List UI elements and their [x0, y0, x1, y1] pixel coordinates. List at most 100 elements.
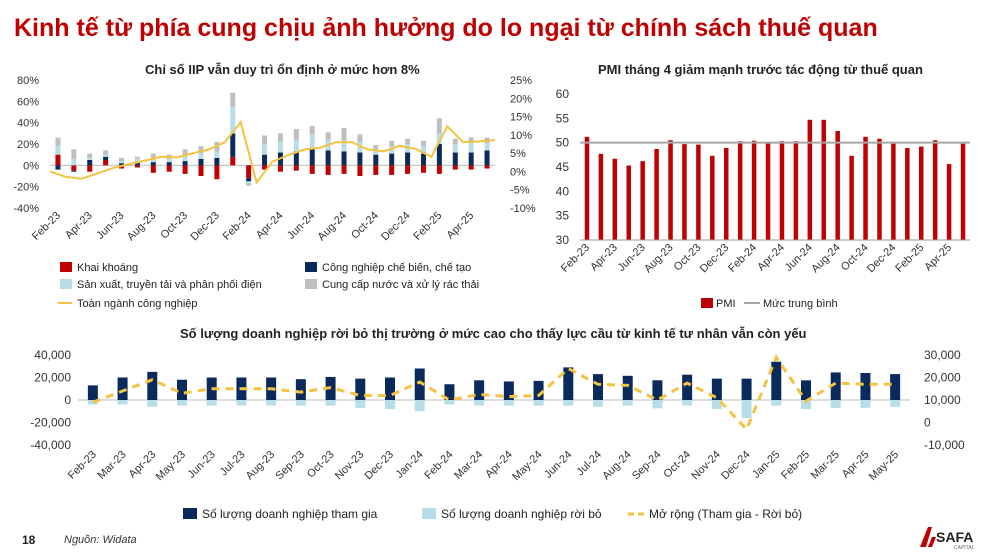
ent-exit-bar — [236, 400, 247, 406]
iip-bar — [389, 146, 395, 154]
iip-bar — [341, 165, 347, 174]
source-note: Nguồn: Widata — [64, 534, 137, 546]
ent-y-left-tick: -20,000 — [30, 416, 71, 430]
ent-x-tick: Mar-24 — [452, 449, 485, 482]
iip-bar — [405, 138, 411, 144]
iip-bar — [373, 165, 379, 175]
iip-bar — [198, 165, 204, 176]
iip-bar — [103, 150, 109, 155]
iip-bar — [87, 160, 93, 166]
iip-bar — [150, 165, 156, 173]
iip-bar — [182, 161, 188, 166]
ent-y-left-tick: 0 — [64, 393, 71, 407]
ent-x-tick: Jan-24 — [394, 449, 426, 481]
pmi-x-tick: Jun-24 — [783, 242, 815, 274]
iip-bar — [150, 162, 156, 166]
ent-exit-bar — [801, 400, 811, 409]
iip-bar — [373, 149, 379, 155]
pmi-bar — [598, 153, 604, 240]
ent-exit-bar — [890, 400, 901, 407]
iip-y-right-tick: 15% — [510, 112, 532, 124]
iip-y-right-tick: 5% — [510, 148, 526, 160]
ent-exit-bar — [325, 400, 336, 406]
ent-exit-bar — [266, 400, 277, 406]
pmi-bar — [779, 141, 785, 240]
iip-bar — [134, 165, 140, 168]
iip-x-tick: Apr-23 — [63, 210, 95, 242]
iip-bar — [246, 165, 252, 179]
pmi-bar — [946, 164, 952, 240]
iip-x-tick: Feb-24 — [221, 210, 254, 243]
iip-x-tick: Oct-24 — [349, 210, 381, 242]
iip-bar — [325, 150, 331, 166]
iip-bar — [134, 162, 140, 166]
pmi-bar — [919, 146, 924, 240]
ent-x-tick: Mar-25 — [809, 449, 842, 482]
pmi-bar — [765, 143, 771, 240]
ent-x-tick: Jan-25 — [750, 449, 782, 481]
iip-bar — [198, 146, 204, 154]
iip-bar — [452, 152, 458, 166]
pmi-x-tick: Apr-25 — [922, 242, 954, 274]
ent-join-bar — [771, 361, 782, 400]
ent-exit-bar — [117, 400, 128, 405]
page-title: Kinh tế từ phía cung chịu ảnh hưởng do l… — [14, 14, 878, 42]
ent-x-tick: Feb-23 — [66, 449, 99, 482]
iip-bar — [468, 142, 474, 153]
ent-exit-bar — [503, 400, 514, 406]
iip-bar — [468, 137, 474, 143]
ent-x-tick: Sep-23 — [273, 449, 307, 483]
iip-bar — [198, 153, 204, 159]
iip-bar — [309, 148, 315, 166]
ent-join-bar — [533, 380, 544, 400]
ent-join-bar — [860, 373, 871, 400]
iip-bar — [389, 165, 395, 175]
iip-bar — [119, 161, 125, 164]
iip-bar — [420, 140, 426, 147]
iip-x-tick: Jun-23 — [94, 210, 126, 242]
pmi-bar — [668, 140, 673, 240]
pmi-bar — [737, 141, 743, 240]
iip-y-right-tick: 20% — [510, 93, 532, 105]
iip-legend-swatch — [305, 279, 317, 289]
ent-y-left-tick: 40,000 — [34, 348, 71, 362]
iip-bar — [420, 153, 426, 166]
ent-y-right-tick: -10,000 — [924, 438, 965, 452]
iip-bar — [405, 165, 411, 174]
iip-legend-label: Khai khoáng — [77, 262, 138, 274]
iip-x-tick: Dec-23 — [188, 210, 222, 244]
ent-exit-bar — [444, 400, 455, 405]
iip-bar — [277, 133, 283, 142]
iip-bar — [150, 153, 156, 158]
ent-join-bar — [593, 374, 603, 400]
iip-y-left-tick: -40% — [13, 203, 39, 215]
iip-bar — [87, 153, 93, 158]
iip-bar — [309, 125, 315, 135]
ent-x-tick: Dec-24 — [719, 449, 753, 483]
ent-join-bar — [444, 384, 455, 400]
ent-x-tick: Dec-23 — [363, 449, 397, 483]
iip-bar — [55, 146, 61, 155]
iip-legend-swatch — [60, 262, 72, 272]
iip-bar — [150, 157, 156, 163]
iip-bar — [262, 144, 268, 155]
pmi-x-tick: Apr-23 — [588, 242, 620, 274]
ent-exit-bar — [295, 400, 306, 406]
iip-bar — [452, 165, 458, 170]
iip-bar — [55, 165, 61, 170]
iip-bar — [230, 156, 236, 166]
ent-legend-label: Số lượng doanh nghiệp tham gia — [202, 507, 378, 521]
iip-bar — [389, 140, 395, 147]
ent-x-tick: Nov-23 — [333, 449, 367, 483]
iip-bar — [246, 178, 252, 182]
ent-join-bar — [177, 379, 187, 400]
svg-text:CAPITAL: CAPITAL — [954, 545, 975, 551]
ent-legend-swatch — [422, 508, 436, 519]
pmi-legend-label: Mức trung bình — [763, 298, 838, 310]
iip-x-tick: Dec-24 — [379, 210, 413, 244]
iip-bar — [420, 165, 426, 173]
pmi-y-tick: 45 — [556, 160, 570, 174]
iip-bar — [468, 165, 474, 170]
iip-legend-label: Sản xuất, truyền tải và phân phối điện — [77, 279, 262, 291]
ent-x-tick: Mar-23 — [96, 449, 129, 482]
